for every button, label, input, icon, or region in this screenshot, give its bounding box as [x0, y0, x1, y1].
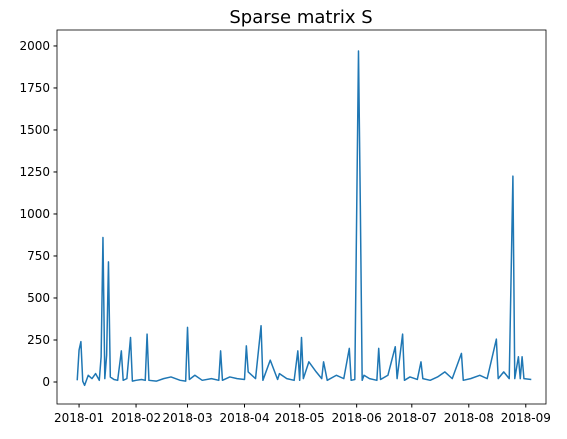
y-tick-label: 1500: [19, 123, 50, 137]
y-tick-label: 500: [27, 291, 50, 305]
y-tick-label: 1250: [19, 165, 50, 179]
y-tick-label: 1750: [19, 81, 50, 95]
chart-title: Sparse matrix S: [229, 7, 372, 28]
x-tick-label: 2018-08: [444, 411, 494, 425]
x-tick-label: 2018-06: [332, 411, 382, 425]
y-tick-label: 2000: [19, 39, 50, 53]
y-tick-label: 0: [42, 375, 50, 389]
plot-frame: [56, 29, 547, 405]
line-series: [76, 50, 532, 387]
y-tick-label: 250: [27, 333, 50, 347]
x-tick-label: 2018-01: [54, 411, 104, 425]
x-tick-label: 2018-09: [501, 411, 551, 425]
x-tick-label: 2018-03: [162, 411, 212, 425]
x-tick-label: 2018-07: [387, 411, 437, 425]
y-tick-label: 1000: [19, 207, 50, 221]
x-tick-label: 2018-05: [275, 411, 325, 425]
y-tick-label: 750: [27, 249, 50, 263]
x-tick-label: 2018-02: [111, 411, 161, 425]
x-tick-label: 2018-04: [219, 411, 269, 425]
